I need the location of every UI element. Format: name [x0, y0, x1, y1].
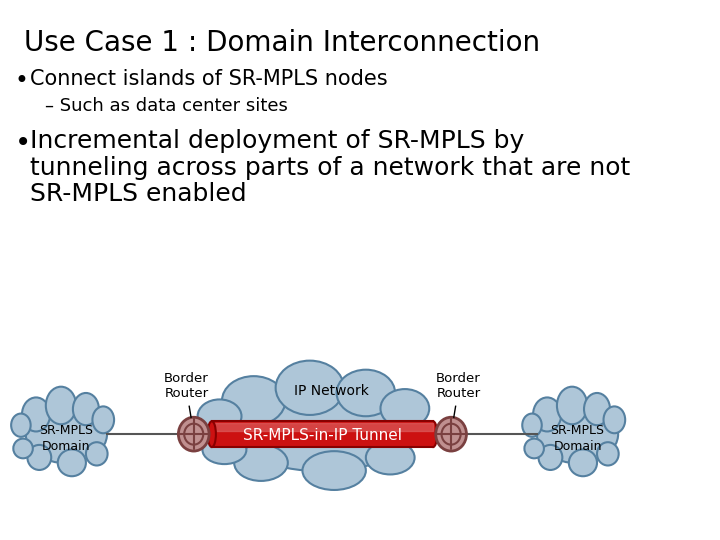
Ellipse shape	[207, 421, 216, 447]
Ellipse shape	[524, 438, 544, 458]
Ellipse shape	[522, 414, 541, 437]
Ellipse shape	[58, 449, 86, 476]
Ellipse shape	[234, 445, 288, 481]
Ellipse shape	[429, 421, 437, 447]
Text: SR-MPLS-in-IP Tunnel: SR-MPLS-in-IP Tunnel	[243, 428, 402, 443]
Ellipse shape	[336, 370, 395, 416]
Text: Connect islands of SR-MPLS nodes: Connect islands of SR-MPLS nodes	[30, 69, 388, 89]
Text: SR-MPLS
Domain: SR-MPLS Domain	[551, 424, 605, 453]
Ellipse shape	[26, 405, 107, 463]
Ellipse shape	[222, 376, 285, 426]
Text: – Such as data center sites: – Such as data center sites	[45, 97, 287, 115]
Circle shape	[179, 417, 209, 451]
Ellipse shape	[230, 387, 413, 471]
Ellipse shape	[366, 441, 415, 475]
Ellipse shape	[46, 387, 76, 424]
Ellipse shape	[13, 438, 33, 458]
Ellipse shape	[603, 407, 625, 433]
Ellipse shape	[380, 389, 429, 428]
Ellipse shape	[537, 405, 618, 463]
Text: Border
Router: Border Router	[436, 373, 481, 400]
Text: Use Case 1 : Domain Interconnection: Use Case 1 : Domain Interconnection	[24, 29, 540, 57]
Text: Incremental deployment of SR-MPLS by: Incremental deployment of SR-MPLS by	[30, 129, 525, 153]
Ellipse shape	[73, 393, 99, 425]
Text: SR-MPLS enabled: SR-MPLS enabled	[30, 183, 247, 206]
Ellipse shape	[533, 397, 562, 431]
Ellipse shape	[202, 436, 246, 464]
Bar	[212, 421, 433, 447]
Text: Border
Router: Border Router	[164, 373, 209, 400]
Ellipse shape	[92, 407, 114, 433]
Ellipse shape	[584, 393, 610, 425]
Ellipse shape	[302, 451, 366, 490]
Ellipse shape	[11, 414, 31, 437]
Ellipse shape	[22, 397, 50, 431]
Ellipse shape	[86, 442, 107, 465]
Ellipse shape	[597, 442, 618, 465]
Ellipse shape	[539, 445, 562, 470]
Ellipse shape	[569, 449, 597, 476]
Text: •: •	[15, 129, 31, 157]
Ellipse shape	[27, 445, 51, 470]
Ellipse shape	[276, 361, 344, 415]
Text: IP Network: IP Network	[294, 384, 369, 399]
Text: SR-MPLS
Domain: SR-MPLS Domain	[40, 424, 94, 453]
Ellipse shape	[557, 387, 588, 424]
Text: •: •	[15, 69, 29, 93]
Circle shape	[436, 417, 467, 451]
Ellipse shape	[197, 400, 241, 433]
Text: tunneling across parts of a network that are not: tunneling across parts of a network that…	[30, 156, 631, 180]
